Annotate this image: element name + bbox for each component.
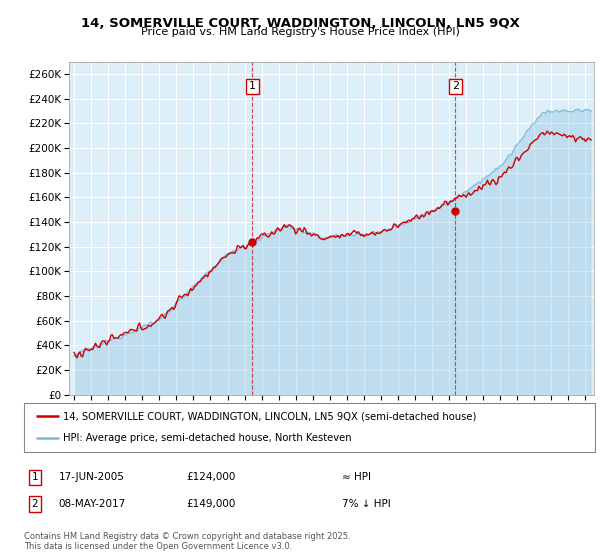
Text: 1: 1	[249, 81, 256, 91]
Text: 2: 2	[452, 81, 459, 91]
Text: 08-MAY-2017: 08-MAY-2017	[59, 499, 126, 509]
Text: 14, SOMERVILLE COURT, WADDINGTON, LINCOLN, LN5 9QX: 14, SOMERVILLE COURT, WADDINGTON, LINCOL…	[80, 17, 520, 30]
Text: 1: 1	[31, 472, 38, 482]
Text: 14, SOMERVILLE COURT, WADDINGTON, LINCOLN, LN5 9QX (semi-detached house): 14, SOMERVILLE COURT, WADDINGTON, LINCOL…	[63, 412, 476, 422]
Text: Price paid vs. HM Land Registry's House Price Index (HPI): Price paid vs. HM Land Registry's House …	[140, 27, 460, 37]
Text: 2: 2	[31, 499, 38, 509]
Text: £149,000: £149,000	[186, 499, 235, 509]
Text: 7% ↓ HPI: 7% ↓ HPI	[342, 499, 391, 509]
Text: HPI: Average price, semi-detached house, North Kesteven: HPI: Average price, semi-detached house,…	[63, 433, 352, 443]
Text: 17-JUN-2005: 17-JUN-2005	[59, 472, 125, 482]
Text: £124,000: £124,000	[186, 472, 235, 482]
Text: Contains HM Land Registry data © Crown copyright and database right 2025.
This d: Contains HM Land Registry data © Crown c…	[24, 532, 350, 552]
Text: ≈ HPI: ≈ HPI	[342, 472, 371, 482]
